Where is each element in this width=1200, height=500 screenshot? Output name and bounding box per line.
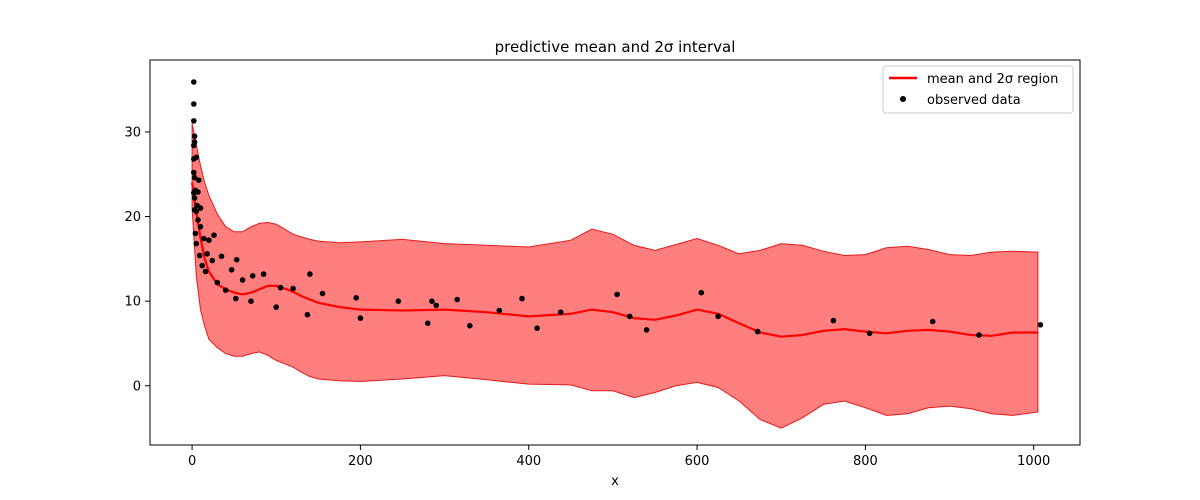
data-point	[193, 154, 200, 161]
data-point	[290, 285, 296, 292]
legend-frame	[882, 65, 1074, 114]
data-point	[357, 315, 364, 321]
data-point	[195, 217, 201, 223]
data-point	[424, 320, 431, 327]
x-tick-label: 1000	[1017, 454, 1050, 469]
x-axis: 0 200 400 600 800 1000	[188, 445, 1050, 469]
data-point	[304, 311, 311, 318]
data-point	[193, 240, 200, 247]
data-point	[195, 189, 201, 195]
data-point	[1037, 322, 1044, 328]
data-point	[206, 237, 212, 243]
confidence-band	[191, 123, 1039, 429]
data-point	[626, 313, 633, 320]
data-point	[211, 232, 217, 238]
data-point	[199, 262, 205, 269]
data-point	[233, 295, 239, 302]
data-point	[249, 273, 256, 279]
data-point	[196, 177, 202, 183]
data-point	[467, 322, 473, 329]
y-tick-label: 30	[124, 125, 141, 140]
data-point	[196, 252, 203, 259]
data-point	[191, 195, 198, 201]
data-point	[614, 291, 620, 298]
data-point	[193, 208, 200, 215]
data-point	[353, 295, 360, 301]
data-point	[218, 253, 225, 260]
data-point	[233, 256, 240, 263]
data-point	[433, 302, 440, 309]
data-point	[239, 277, 246, 283]
data-point	[429, 298, 435, 305]
data-point	[204, 251, 210, 257]
data-point	[557, 309, 564, 316]
mean-line	[191, 182, 1038, 338]
data-point	[866, 330, 873, 337]
y-tick-label: 20	[124, 210, 141, 225]
data-point	[698, 289, 705, 296]
plot-area	[191, 79, 1044, 429]
data-point	[715, 313, 721, 320]
data-point	[191, 101, 197, 107]
x-tick-label: 200	[348, 454, 373, 469]
data-point	[209, 257, 216, 264]
data-point	[222, 287, 229, 294]
chart-title: predictive mean and 2σ interval	[495, 38, 736, 56]
data-point	[273, 304, 280, 310]
legend-point-swatch	[900, 96, 906, 102]
data-point	[277, 284, 284, 291]
data-point	[395, 298, 402, 305]
legend: mean and 2σ region observed data	[882, 65, 1074, 114]
x-tick-label: 600	[685, 454, 710, 469]
data-point	[496, 307, 503, 314]
y-axis: 0 10 20 30	[124, 125, 150, 394]
data-point	[191, 79, 197, 85]
data-point	[319, 290, 326, 297]
legend-label-mean: mean and 2σ region	[927, 72, 1058, 87]
data-point	[214, 279, 221, 286]
data-point	[191, 174, 198, 181]
x-tick-label: 0	[188, 454, 196, 469]
data-point	[754, 328, 761, 335]
data-point	[197, 223, 204, 230]
y-tick-label: 10	[124, 295, 141, 310]
data-point	[202, 268, 209, 275]
data-point	[534, 325, 540, 332]
legend-label-observed: observed data	[927, 93, 1021, 108]
y-tick-label: 0	[133, 379, 141, 394]
data-point	[929, 318, 936, 325]
data-point	[201, 235, 207, 242]
data-point	[454, 296, 461, 303]
data-point	[307, 271, 313, 277]
data-point	[830, 317, 837, 324]
data-point	[191, 118, 197, 124]
data-point	[192, 230, 199, 237]
data-point	[248, 298, 254, 305]
data-point	[976, 332, 982, 338]
data-point	[260, 271, 267, 277]
x-tick-label: 800	[853, 454, 878, 469]
x-tick-label: 400	[516, 454, 541, 469]
data-point	[519, 295, 525, 302]
data-point	[228, 267, 235, 273]
data-point	[191, 133, 198, 139]
data-point	[197, 205, 204, 211]
axes-frame	[149, 59, 1081, 446]
data-point	[191, 169, 197, 176]
data-point	[191, 139, 198, 145]
data-point	[643, 327, 650, 333]
x-axis-label: x	[611, 474, 619, 489]
